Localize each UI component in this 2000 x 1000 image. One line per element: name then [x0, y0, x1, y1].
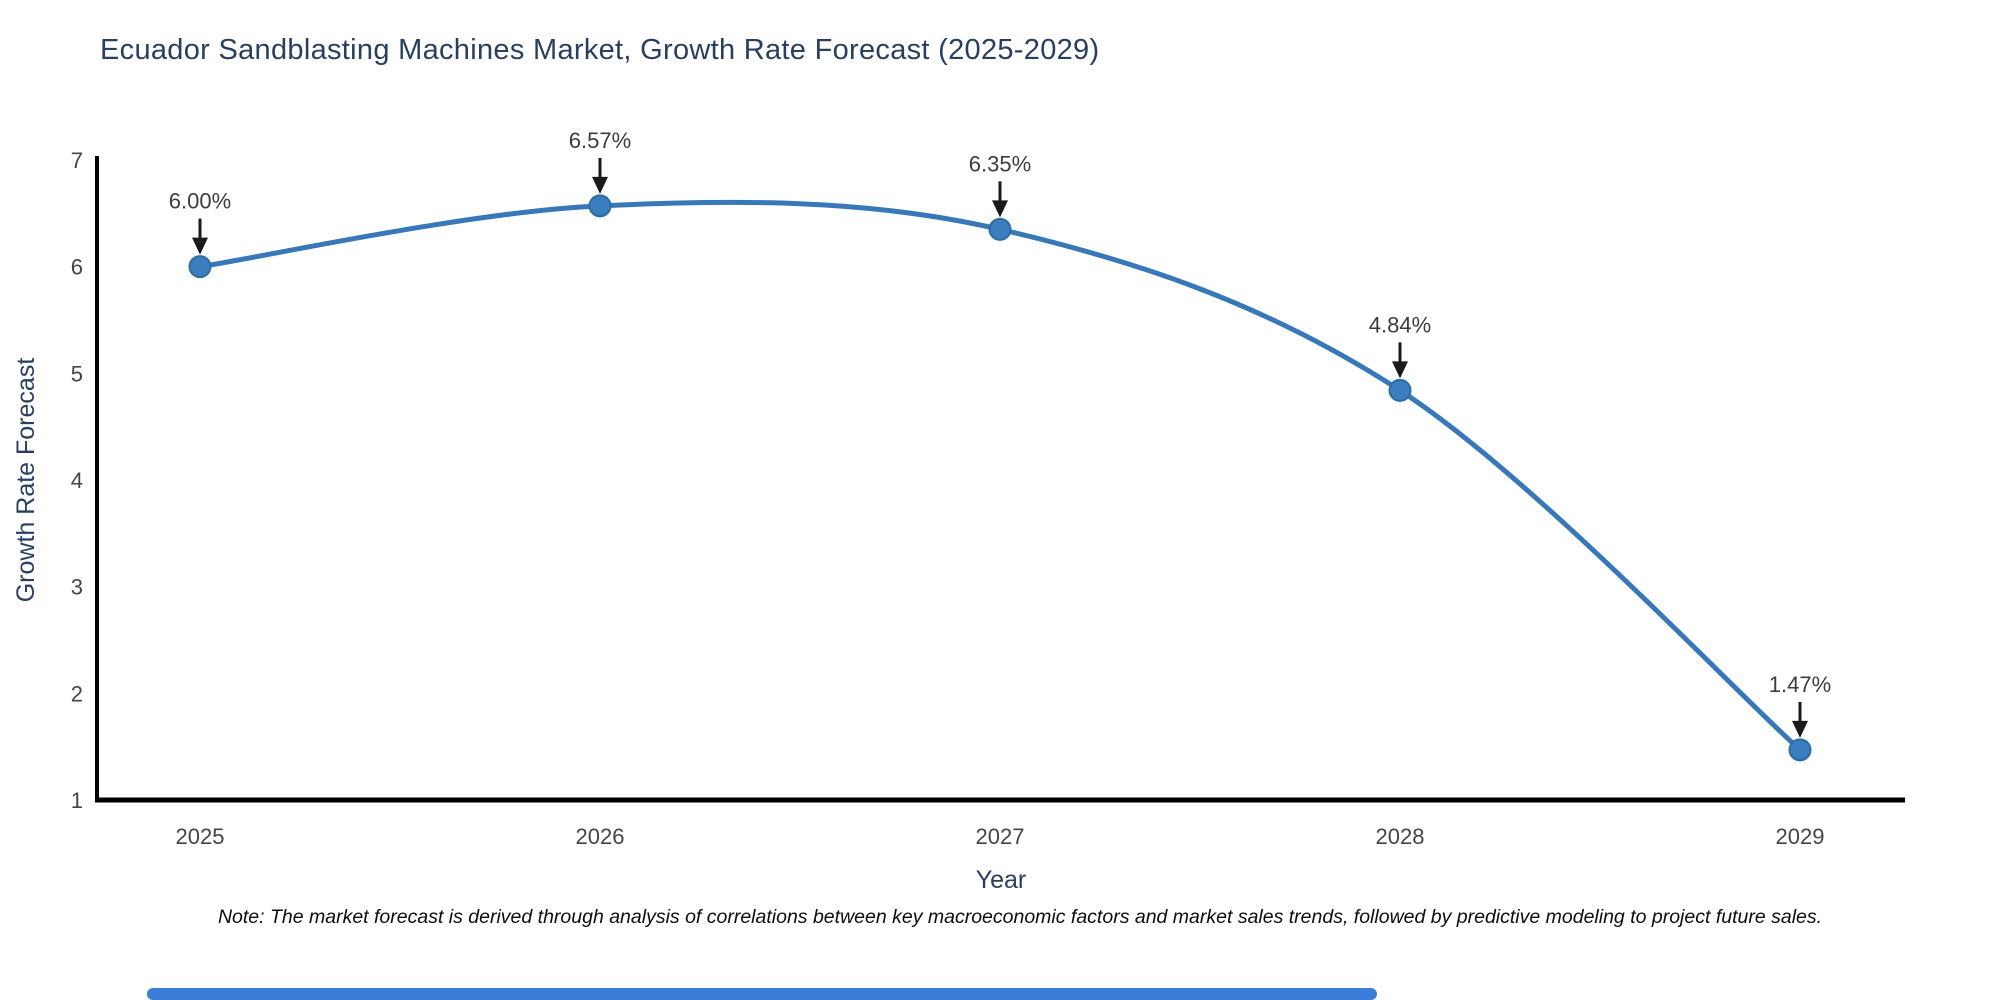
x-tick-label: 2027: [976, 824, 1025, 849]
point-annotation-label: 4.84%: [1369, 312, 1431, 337]
point-annotation-label: 1.47%: [1769, 672, 1831, 697]
footnote: Note: The market forecast is derived thr…: [217, 906, 1823, 928]
annotation-arrowhead: [192, 237, 208, 255]
horizontal-scrollbar-thumb[interactable]: [147, 988, 1377, 1000]
data-point-marker[interactable]: [1788, 738, 1812, 762]
annotation-arrowhead: [592, 176, 608, 194]
annotation-arrowhead: [1792, 720, 1808, 738]
data-point-marker[interactable]: [188, 255, 212, 279]
y-tick-label: 6: [71, 255, 83, 280]
data-point-marker[interactable]: [1388, 378, 1412, 402]
point-annotation-label: 6.00%: [169, 189, 231, 214]
line-chart-plot: 1 2 3 4 5 6 7 2025 2026 2027 2028 2029 Growth Rate F…: [12, 128, 1905, 894]
x-tick-label: 2025: [176, 824, 225, 849]
data-point-marker[interactable]: [988, 217, 1012, 241]
annotation-arrowhead: [1392, 361, 1408, 379]
trend-line: [197, 199, 1803, 753]
data-point-marker[interactable]: [588, 194, 612, 218]
y-tick-label: 5: [71, 361, 83, 386]
y-tick-label: 1: [71, 788, 83, 813]
y-tick-label: 3: [71, 575, 83, 600]
x-tick-label: 2029: [1776, 824, 1825, 849]
y-axis-title: Growth Rate Forecast: [12, 358, 40, 603]
chart-title: Ecuador Sandblasting Machines Market, Gr…: [100, 34, 1100, 66]
y-tick-label: 2: [71, 681, 83, 706]
point-annotation-label: 6.57%: [569, 128, 631, 153]
x-axis-title: Year: [976, 866, 1027, 894]
point-annotation-label: 6.35%: [969, 151, 1031, 176]
annotation-arrowhead: [992, 200, 1008, 218]
x-tick-label: 2026: [576, 824, 625, 849]
y-tick-label: 4: [71, 468, 83, 493]
y-tick-label: 7: [71, 148, 83, 173]
x-tick-label: 2028: [1376, 824, 1425, 849]
